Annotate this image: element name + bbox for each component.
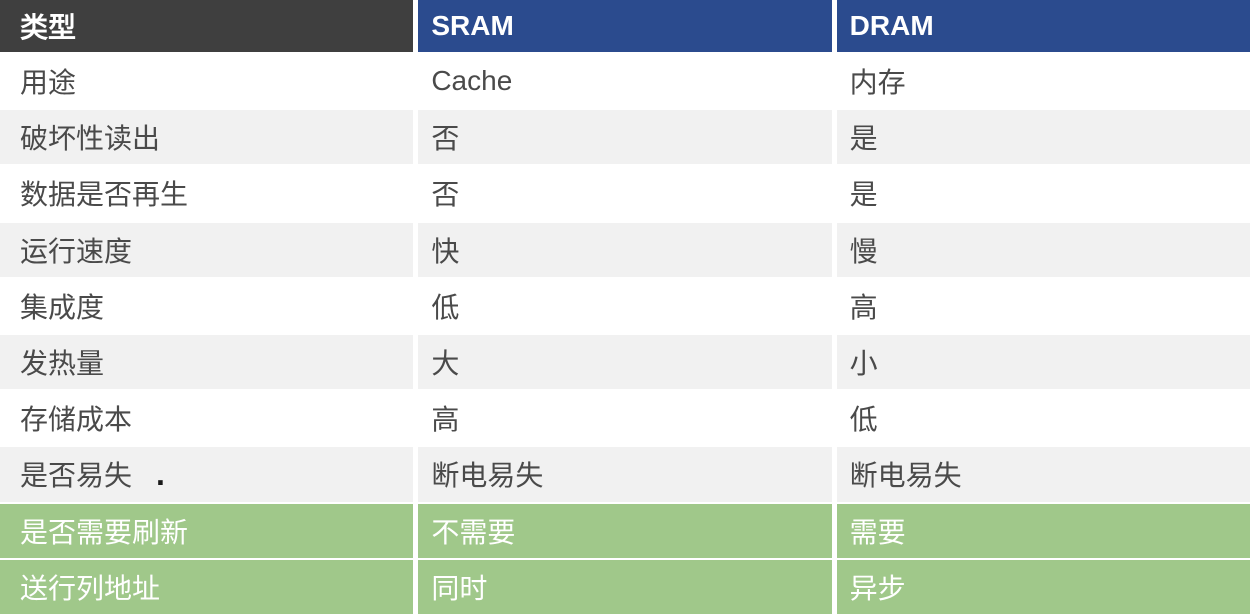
header-cell-dram: DRAM xyxy=(836,0,1250,52)
cell-integration-dram: 高 xyxy=(836,278,1250,333)
row-label-destructive-readout: 破坏性读出 xyxy=(0,110,414,165)
cell-data-regeneration-sram: 否 xyxy=(418,166,832,221)
cell-heat-dram: 小 xyxy=(836,335,1250,390)
cell-destructive-readout-dram: 是 xyxy=(836,110,1250,165)
cell-addressing-sram: 同时 xyxy=(418,559,832,614)
header-cell-sram: SRAM xyxy=(418,0,832,52)
cell-refresh-sram: 不需要 xyxy=(418,503,832,558)
cell-destructive-readout-sram: 否 xyxy=(418,110,832,165)
cell-purpose-sram: Cache xyxy=(418,54,832,109)
row-label-volatility: 是否易失 xyxy=(0,447,414,502)
cell-data-regeneration-dram: 是 xyxy=(836,166,1250,221)
row-label-integration: 集成度 xyxy=(0,278,414,333)
row-label-data-regeneration: 数据是否再生 xyxy=(0,166,414,221)
row-label-purpose: 用途 xyxy=(0,54,414,109)
row-label-refresh: 是否需要刷新 xyxy=(0,503,414,558)
cell-addressing-dram: 异步 xyxy=(836,559,1250,614)
cell-volatility-sram: 断电易失 xyxy=(418,447,832,502)
cell-speed-sram: 快 xyxy=(418,222,832,277)
cell-heat-sram: 大 xyxy=(418,335,832,390)
cell-volatility-dram: 断电易失 xyxy=(836,447,1250,502)
row-label-addressing: 送行列地址 xyxy=(0,559,414,614)
cell-speed-dram: 慢 xyxy=(836,222,1250,277)
cell-refresh-dram: 需要 xyxy=(836,503,1250,558)
cell-purpose-dram: 内存 xyxy=(836,54,1250,109)
header-cell-type: 类型 xyxy=(0,0,414,52)
cell-cost-sram: 高 xyxy=(418,391,832,446)
row-label-speed: 运行速度 xyxy=(0,222,414,277)
cell-integration-sram: 低 xyxy=(418,278,832,333)
row-label-heat: 发热量 xyxy=(0,335,414,390)
row-label-cost: 存储成本 xyxy=(0,391,414,446)
cell-cost-dram: 低 xyxy=(836,391,1250,446)
